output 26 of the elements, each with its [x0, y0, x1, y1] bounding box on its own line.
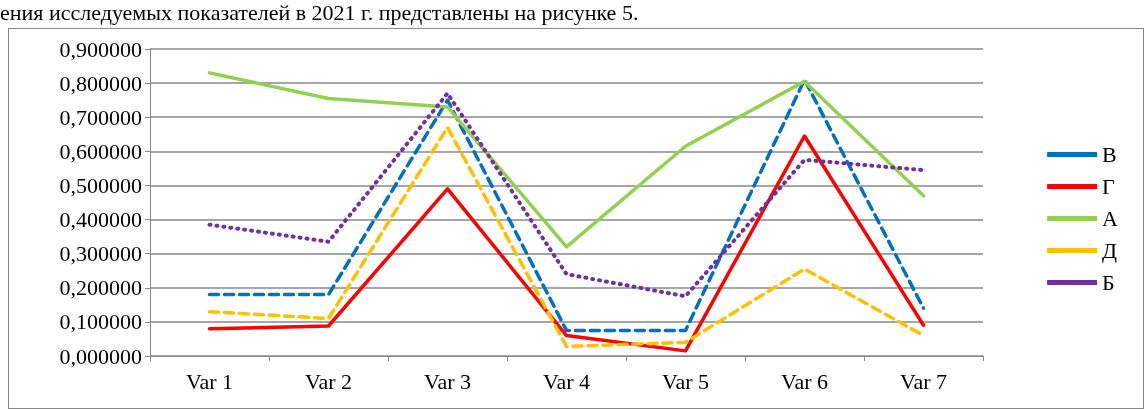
legend-label: В: [1102, 142, 1117, 167]
y-tick-label: 0,000000: [59, 343, 142, 369]
line-series: [207, 77, 926, 333]
y-tick-label: 0,600000: [59, 138, 142, 164]
y-tick-label: 0,400000: [59, 207, 142, 233]
legend-label: Г: [1102, 174, 1116, 199]
x-tick-label: Var 3: [423, 368, 472, 394]
line-series: [207, 71, 926, 249]
x-tick-label: Var 2: [304, 368, 353, 394]
y-tick-label: 0,500000: [59, 172, 142, 198]
x-tick-label: Var 5: [661, 368, 710, 394]
y-tick-label: 0,100000: [59, 309, 142, 335]
y-tick-label: 0,300000: [59, 241, 142, 267]
legend-label: Б: [1102, 270, 1115, 295]
y-tick-label: 0,800000: [59, 70, 142, 96]
y-tick-label: 0,700000: [59, 104, 142, 130]
x-tick-label: Var 7: [899, 368, 948, 394]
text: ения исследуемых показателей в 2021 г. представлены на рисунке 5.: [0, 0, 639, 25]
y-tick-label: 0,200000: [59, 275, 142, 301]
legend-label: Д: [1102, 238, 1118, 263]
x-tick-label: Var 6: [780, 368, 829, 394]
line-series: [207, 91, 926, 299]
legend-label: А: [1102, 206, 1119, 231]
x-tick-label: Var 4: [542, 368, 591, 394]
x-tick-label: Var 1: [185, 368, 234, 394]
y-tick-label: 0,900000: [59, 36, 142, 62]
